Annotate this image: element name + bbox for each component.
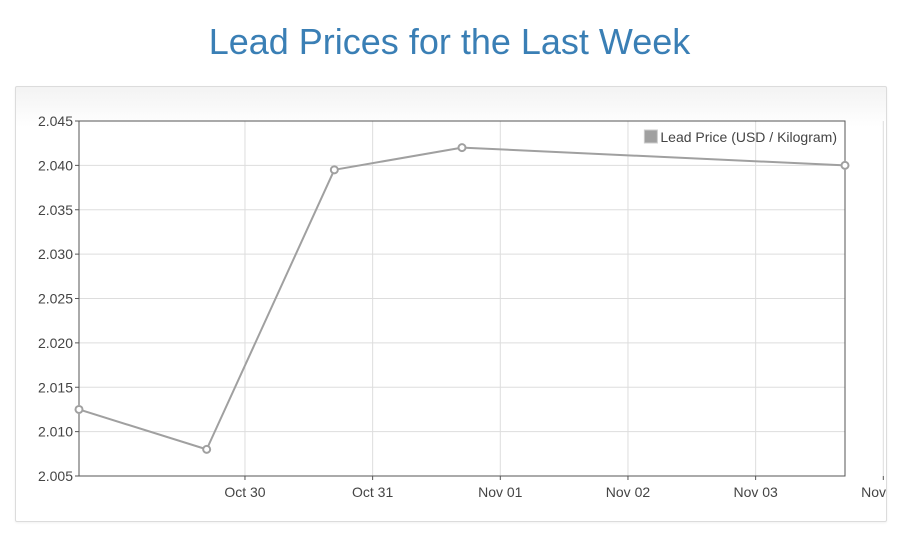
legend-label[interactable]: Lead Price (USD / Kilogram) [660,129,837,145]
data-point[interactable] [74,404,84,414]
y-tick-label: 2.020 [38,335,73,351]
legend-swatch[interactable] [643,129,658,144]
x-axis-ticks: Oct 30 Oct 31 Nov 01 Nov 02 Nov 03 Nov 04 [224,476,886,500]
grid-lines [79,120,884,477]
y-axis-ticks: 2.005 2.010 2.015 2.020 2.025 2.030 2.035 2.040… [38,113,79,484]
y-tick-label: 2.025 [38,291,73,307]
page-title: Lead Prices for the Last Week [208,21,691,62]
y-tick-label: 2.005 [38,468,73,484]
x-tick-label: Oct 30 [224,484,265,500]
x-tick-label: Oct 31 [352,484,393,500]
chart-panel: 2.005 2.010 2.015 2.020 2.025 2.030 2.035 2.040… [15,86,887,522]
series-layer [74,143,850,454]
x-tick-label: Nov 01 [478,484,523,500]
y-tick-label: 2.030 [38,246,73,262]
x-tick-label: Nov 03 [733,484,778,500]
data-point[interactable] [329,165,339,175]
data-point[interactable] [457,143,467,153]
data-point[interactable] [202,444,212,454]
data-point[interactable] [840,160,850,170]
line-chart: 2.005 2.010 2.015 2.020 2.025 2.030 2.035 2.040… [38,113,886,500]
legend: Lead Price (USD / Kilogram) [643,129,837,145]
y-tick-label: 2.015 [38,379,73,395]
y-tick-label: 2.035 [38,202,73,218]
y-tick-label: 2.010 [38,424,73,440]
y-tick-label: 2.045 [38,113,73,129]
x-tick-label: Nov 02 [606,484,651,500]
x-tick-label: Nov 04 [861,484,886,500]
y-tick-label: 2.040 [38,157,73,173]
